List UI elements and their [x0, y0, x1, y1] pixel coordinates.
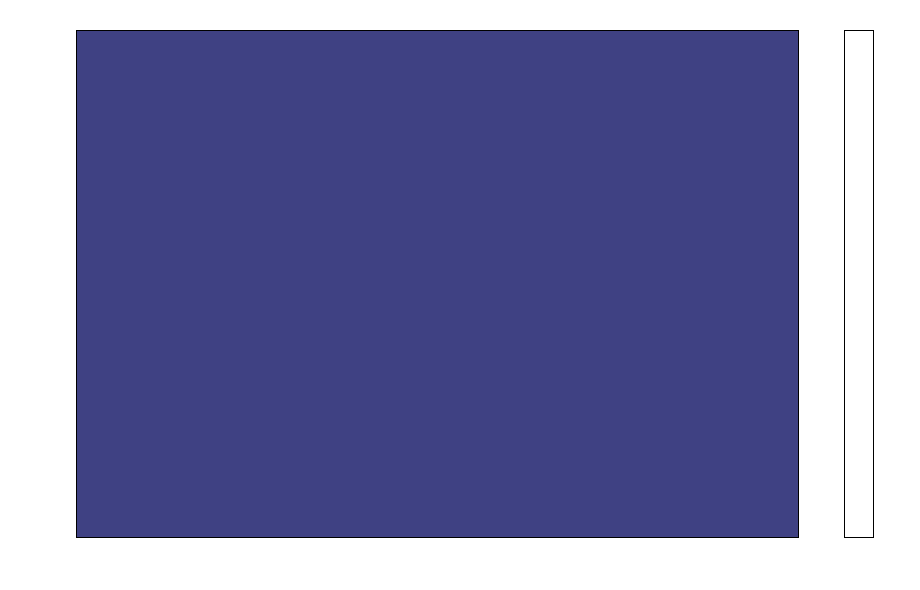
heatmap-canvas [77, 31, 798, 537]
colorbar-gradient [845, 31, 873, 537]
colorbar [844, 30, 874, 538]
plot-area [76, 30, 799, 538]
